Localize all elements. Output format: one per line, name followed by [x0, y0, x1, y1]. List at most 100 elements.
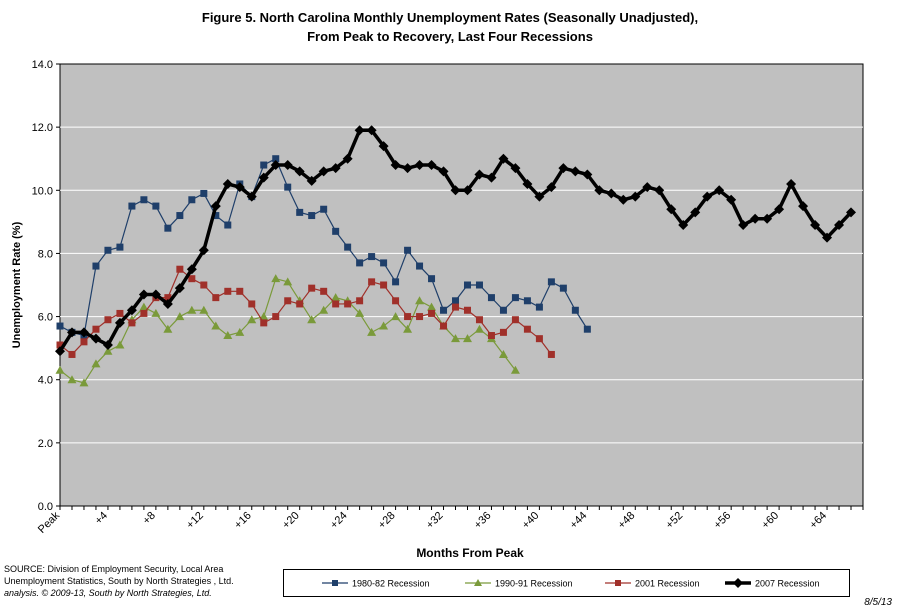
source-line-2: Unemployment Statistics, South by North …: [4, 575, 274, 587]
data-point: [308, 285, 315, 292]
data-point: [200, 190, 207, 197]
data-point: [308, 212, 315, 219]
date-stamp: 8/5/13: [864, 597, 892, 608]
data-point: [380, 282, 387, 289]
line-chart: 0.02.04.06.08.010.012.014.0 Peak +4 +8 +12 +…: [0, 0, 900, 612]
data-point: [440, 307, 447, 314]
data-point: [404, 313, 411, 320]
source-line-1: SOURCE: Division of Employment Security,…: [4, 563, 274, 575]
x-tick-label: +12: [184, 510, 206, 532]
y-tick-label: 6.0: [38, 312, 53, 324]
x-tick-label: Peak: [36, 509, 63, 536]
data-point: [464, 307, 471, 314]
data-point: [548, 278, 555, 285]
data-point: [560, 285, 567, 292]
x-axis-ticks: Peak +4 +8 +12 +16 +20 +24 +28 +32 +36 +40 +44 +48 +5…: [36, 506, 863, 536]
data-point: [152, 203, 159, 210]
data-point: [260, 162, 267, 169]
source-line-3: analysis. © 2009-13, South by North Stra…: [4, 587, 274, 599]
data-point: [68, 351, 75, 358]
data-point: [572, 307, 579, 314]
data-point: [248, 300, 255, 307]
x-tick-label: +64: [807, 510, 829, 532]
data-point: [428, 310, 435, 317]
x-tick-label: +40: [520, 510, 542, 532]
data-point: [272, 313, 279, 320]
data-point: [356, 297, 363, 304]
data-point: [452, 297, 459, 304]
data-point: [116, 310, 123, 317]
y-tick-label: 10.0: [32, 185, 53, 197]
data-point: [440, 323, 447, 330]
data-point: [57, 323, 64, 330]
data-point: [92, 326, 99, 333]
data-point: [584, 326, 591, 333]
data-point: [488, 294, 495, 301]
x-tick-label: +20: [280, 510, 302, 532]
x-tick-label: +24: [328, 510, 350, 532]
data-point: [488, 332, 495, 339]
x-tick-label: +56: [712, 510, 734, 532]
data-point: [80, 338, 87, 345]
x-tick-label: +28: [376, 510, 398, 532]
data-point: [140, 196, 147, 203]
data-point: [236, 288, 243, 295]
y-tick-label: 14.0: [32, 59, 53, 71]
data-point: [104, 316, 111, 323]
data-point: [116, 244, 123, 251]
x-tick-label: +32: [424, 510, 446, 532]
data-point: [428, 275, 435, 282]
x-tick-label: +48: [616, 510, 638, 532]
data-point: [344, 300, 351, 307]
data-point: [92, 263, 99, 270]
data-point: [224, 288, 231, 295]
data-point: [392, 278, 399, 285]
data-point: [320, 288, 327, 295]
data-point: [356, 259, 363, 266]
legend-frame: [283, 569, 850, 597]
data-point: [392, 297, 399, 304]
x-tick-label: +16: [232, 510, 254, 532]
data-point: [368, 278, 375, 285]
y-axis-label: Unemployment Rate (%): [11, 221, 23, 348]
data-point: [344, 244, 351, 251]
data-point: [536, 304, 543, 311]
data-point: [524, 326, 531, 333]
data-point: [104, 247, 111, 254]
x-tick-label: +44: [568, 510, 590, 532]
data-point: [332, 300, 339, 307]
x-tick-label: +4: [93, 510, 110, 527]
data-point: [212, 294, 219, 301]
data-point: [284, 184, 291, 191]
data-point: [416, 263, 423, 270]
data-point: [188, 196, 195, 203]
x-tick-label: +8: [141, 510, 158, 527]
data-point: [404, 247, 411, 254]
data-point: [476, 316, 483, 323]
data-point: [368, 253, 375, 260]
x-tick-label: +36: [472, 510, 494, 532]
data-point: [200, 282, 207, 289]
data-point: [464, 282, 471, 289]
data-point: [476, 282, 483, 289]
x-tick-label: +60: [760, 510, 782, 532]
x-axis-label: Months From Peak: [416, 546, 524, 560]
data-point: [284, 297, 291, 304]
data-point: [296, 209, 303, 216]
data-point: [176, 212, 183, 219]
x-tick-label: +52: [664, 510, 686, 532]
y-tick-label: 4.0: [38, 375, 53, 387]
data-point: [416, 313, 423, 320]
y-tick-label: 2.0: [38, 438, 53, 450]
data-point: [548, 351, 555, 358]
data-point: [260, 319, 267, 326]
data-point: [164, 225, 171, 232]
data-point: [128, 319, 135, 326]
data-point: [128, 203, 135, 210]
data-point: [524, 297, 531, 304]
data-point: [500, 307, 507, 314]
data-point: [296, 300, 303, 307]
data-point: [512, 294, 519, 301]
data-point: [332, 228, 339, 235]
data-point: [224, 222, 231, 229]
